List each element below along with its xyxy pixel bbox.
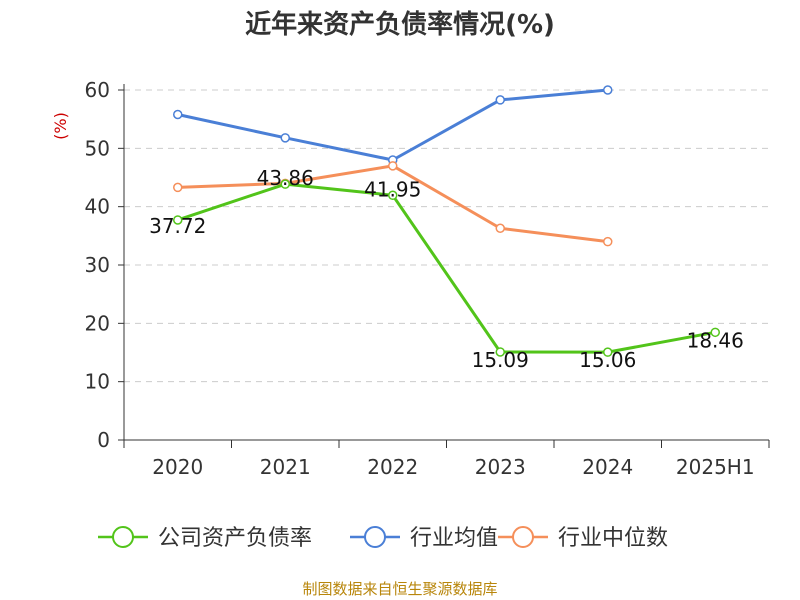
series-points bbox=[173, 85, 720, 357]
y-tick-label: 60 bbox=[85, 78, 110, 102]
data-point bbox=[388, 190, 398, 201]
y-axis-label: (%) bbox=[51, 112, 70, 140]
data-point bbox=[495, 95, 505, 105]
y-tick-label: 40 bbox=[85, 195, 110, 219]
data-label: 15.06 bbox=[579, 348, 636, 372]
data-labels: 37.72 43.86 41.95 15.09 15.06 18.46 bbox=[149, 166, 744, 372]
grid-lines bbox=[124, 89, 769, 383]
x-tick-label: 2024 bbox=[582, 455, 633, 479]
legend-marker bbox=[112, 526, 134, 548]
y-tick-label: 20 bbox=[85, 311, 110, 335]
legend-marker bbox=[512, 526, 534, 548]
series-line bbox=[177, 88, 608, 162]
data-point bbox=[173, 182, 183, 193]
data-point bbox=[280, 133, 290, 143]
data-point bbox=[603, 236, 613, 247]
data-point bbox=[280, 179, 290, 189]
source-note: 制图数据来自恒生聚源数据库 bbox=[302, 580, 498, 598]
x-tick-label: 2022 bbox=[367, 455, 418, 479]
data-label: 18.46 bbox=[687, 328, 744, 352]
series-line bbox=[177, 182, 716, 354]
x-tick-label: 2020 bbox=[152, 455, 203, 479]
x-tick-label: 2025H1 bbox=[676, 455, 755, 479]
data-point bbox=[603, 347, 613, 357]
y-tick-label: 50 bbox=[85, 136, 110, 160]
y-tick-label: 10 bbox=[85, 370, 110, 394]
legend-label: 行业均值 bbox=[410, 526, 498, 551]
data-label: 37.72 bbox=[149, 214, 206, 238]
data-label: 15.09 bbox=[472, 348, 529, 372]
data-point bbox=[710, 327, 720, 338]
data-label: 41.95 bbox=[364, 177, 421, 201]
series-lines bbox=[177, 88, 716, 354]
data-label: 43.86 bbox=[257, 166, 314, 190]
legend-label: 行业中位数 bbox=[558, 526, 668, 551]
data-point bbox=[495, 347, 505, 357]
axes: 0 10 20 30 40 50 60 (%) 2020 2021 2022 2023 2024 2025… bbox=[51, 78, 770, 479]
legend: 公司资产负债率 行业均值 行业中位数 bbox=[98, 526, 668, 551]
x-tick-label: 2021 bbox=[260, 455, 311, 479]
data-point bbox=[173, 109, 183, 120]
data-point bbox=[495, 223, 505, 233]
y-tick-label: 30 bbox=[85, 253, 110, 277]
data-point bbox=[173, 215, 183, 225]
y-tick-label: 0 bbox=[97, 428, 110, 452]
legend-label: 公司资产负债率 bbox=[158, 526, 312, 551]
chart-title: 近年来资产负债率情况(%) bbox=[245, 10, 555, 40]
legend-marker bbox=[364, 526, 386, 548]
x-tick-label: 2023 bbox=[475, 455, 526, 479]
data-point bbox=[603, 85, 613, 95]
data-point bbox=[388, 161, 398, 171]
